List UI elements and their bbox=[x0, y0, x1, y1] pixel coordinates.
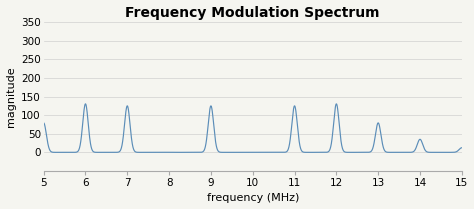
X-axis label: frequency (MHz): frequency (MHz) bbox=[207, 194, 299, 203]
Title: Frequency Modulation Spectrum: Frequency Modulation Spectrum bbox=[126, 6, 380, 20]
Y-axis label: magnitude: magnitude bbox=[6, 66, 16, 127]
